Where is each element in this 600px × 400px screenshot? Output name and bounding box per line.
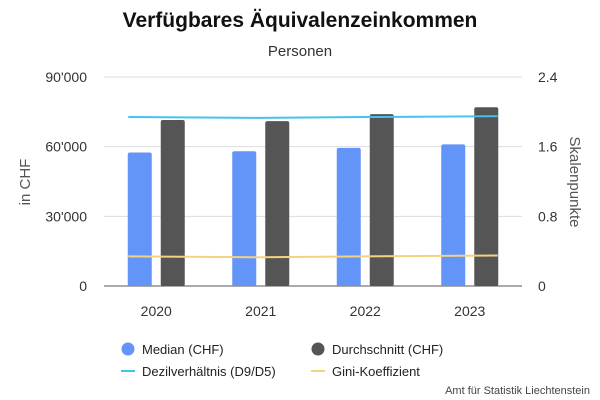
legend: Median (CHF) Durchschnitt (CHF) Dezilverhä…	[121, 342, 443, 379]
bar-durchschnitt	[160, 119, 185, 286]
source-credit: Amt für Statistik Liechtenstein	[445, 385, 590, 397]
bar-durchschnitt	[265, 121, 290, 286]
bar-median	[232, 151, 257, 286]
x-tick-label: 2020	[141, 303, 172, 319]
bar-median	[127, 152, 152, 286]
x-axis: 2020 2021 2022 2023	[141, 303, 486, 319]
y-tick-label: 0	[79, 278, 87, 294]
legend-label: Gini-Koeffizient	[332, 364, 420, 379]
bars	[127, 107, 499, 287]
legend-label: Median (CHF)	[142, 342, 224, 357]
x-tick-label: 2022	[350, 303, 381, 319]
y-axis-title: in CHF	[17, 159, 34, 206]
bar-median	[336, 147, 361, 286]
y-tick-label: 90'000	[45, 69, 87, 85]
bar-durchschnitt	[474, 107, 499, 286]
chart-title: Verfügbares Äquivalenzeinkommen	[123, 9, 478, 32]
legend-label: Dezilverhältnis (D9/D5)	[142, 364, 276, 379]
chart-subtitle: Personen	[268, 43, 332, 60]
y2-tick-label: 2.4	[538, 69, 558, 85]
legend-label: Durchschnitt (CHF)	[332, 342, 443, 357]
bar-durchschnitt	[369, 114, 394, 287]
bar-median	[441, 144, 466, 286]
y2-tick-label: 1.6	[538, 139, 558, 155]
lines	[128, 115, 498, 259]
y-axis-left: 0 30'000 60'000 90'000	[45, 69, 87, 294]
legend-marker	[311, 342, 325, 356]
y2-axis-title: Skalenpunkte	[566, 137, 583, 228]
y2-tick-label: 0	[538, 278, 546, 294]
line-gini-koeffizient	[128, 254, 498, 259]
y-tick-label: 60'000	[45, 139, 87, 155]
x-tick-label: 2023	[454, 303, 485, 319]
x-tick-label: 2021	[245, 303, 276, 319]
legend-marker	[121, 342, 135, 356]
line-dezilverhältnis	[128, 115, 498, 119]
y2-tick-label: 0.8	[538, 208, 558, 224]
y-axis-right: 0 0.8 1.6 2.4	[538, 69, 558, 294]
y-tick-label: 30'000	[45, 208, 87, 224]
